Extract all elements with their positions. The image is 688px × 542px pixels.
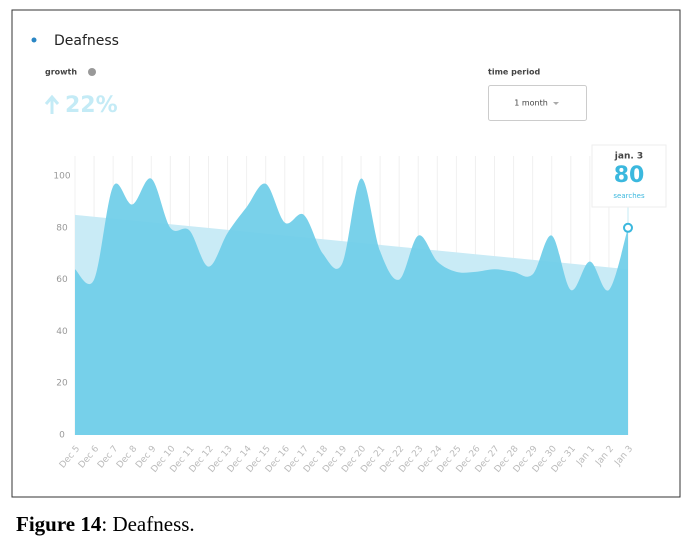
tooltip-value: 80 [614,163,645,188]
caption-label: Figure 14 [16,512,102,536]
caption: Figure 14: Deafness. [16,512,195,537]
y-tick-label: 20 [56,379,68,389]
area [75,178,628,436]
y-tick-label: 40 [56,327,68,337]
y-tick-label: 60 [56,275,68,285]
period-select[interactable] [488,85,587,121]
legend-label: Deafness [54,33,119,49]
legend-dot [31,37,37,43]
tooltip-box [591,144,667,208]
y-tick-label: 100 [53,172,70,182]
growth-arrow [44,94,60,114]
caption-text: : Deafness. [101,512,195,536]
period-label: time period [488,68,540,77]
help-icon [88,68,96,76]
y-tick-label: 0 [59,431,65,441]
dropdown-caret [553,102,559,105]
period-value: 1 month [514,99,548,108]
tooltip-date: jan. 3 [614,152,643,162]
growth-value: 22% [65,93,118,118]
chart: Deafness growth 22% time period 1 month … [11,9,681,498]
growth-label: growth [45,68,77,77]
point-marker [623,222,633,233]
y-tick-label: 80 [56,223,68,233]
tooltip-unit: searches [613,192,645,200]
